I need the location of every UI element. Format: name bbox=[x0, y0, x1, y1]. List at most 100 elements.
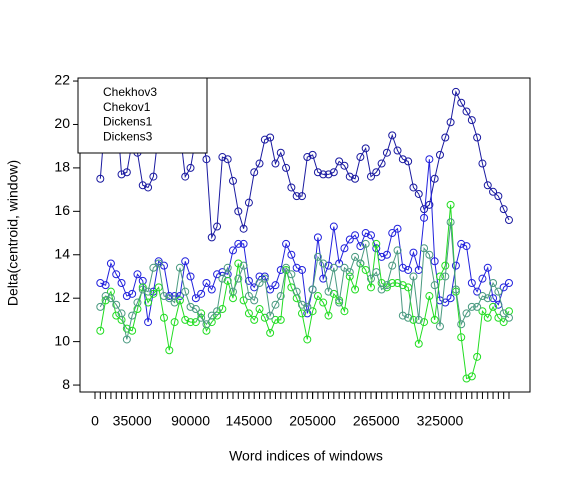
point bbox=[382, 281, 391, 290]
point bbox=[112, 270, 121, 279]
point bbox=[404, 313, 413, 322]
point bbox=[159, 292, 168, 301]
point bbox=[128, 289, 137, 298]
point bbox=[191, 294, 200, 303]
point bbox=[478, 159, 487, 168]
point bbox=[287, 270, 296, 279]
point bbox=[356, 242, 365, 251]
point bbox=[504, 216, 513, 225]
point bbox=[181, 287, 190, 296]
point bbox=[489, 294, 498, 303]
point bbox=[149, 172, 158, 181]
point bbox=[149, 287, 158, 296]
point bbox=[234, 239, 243, 248]
x-axis-label: Word indices of windows bbox=[229, 448, 383, 464]
point bbox=[441, 272, 450, 281]
point bbox=[313, 292, 322, 301]
legend-label: Chekov1 bbox=[103, 100, 151, 114]
point bbox=[351, 231, 360, 240]
point bbox=[223, 263, 232, 272]
point bbox=[149, 263, 158, 272]
point bbox=[223, 276, 232, 285]
point bbox=[266, 328, 275, 337]
point bbox=[366, 274, 375, 283]
point bbox=[489, 302, 498, 311]
point bbox=[467, 302, 476, 311]
point bbox=[478, 307, 487, 316]
point bbox=[186, 318, 195, 327]
point bbox=[186, 302, 195, 311]
point bbox=[228, 246, 237, 255]
point bbox=[499, 283, 508, 292]
point bbox=[260, 135, 269, 144]
point bbox=[435, 322, 444, 331]
point bbox=[467, 116, 476, 125]
point bbox=[244, 292, 253, 301]
point bbox=[409, 272, 418, 281]
point bbox=[271, 315, 280, 324]
point bbox=[377, 159, 386, 168]
point bbox=[292, 263, 301, 272]
point bbox=[409, 315, 418, 324]
series-line bbox=[99, 222, 510, 340]
point bbox=[462, 374, 471, 383]
point bbox=[457, 333, 466, 342]
point bbox=[154, 259, 163, 268]
point bbox=[255, 159, 264, 168]
point bbox=[420, 213, 429, 222]
y-tick-label: 18 bbox=[54, 159, 70, 175]
point bbox=[181, 172, 190, 181]
point bbox=[292, 287, 301, 296]
point bbox=[260, 274, 269, 283]
series-line bbox=[99, 204, 510, 380]
point bbox=[207, 311, 216, 320]
point bbox=[239, 239, 248, 248]
point bbox=[372, 168, 381, 177]
point bbox=[213, 307, 222, 316]
point bbox=[420, 318, 429, 327]
point bbox=[313, 252, 322, 261]
point bbox=[271, 159, 280, 168]
point bbox=[228, 176, 237, 185]
point bbox=[297, 192, 306, 201]
point bbox=[441, 261, 450, 270]
point bbox=[271, 300, 280, 309]
point bbox=[393, 146, 402, 155]
point bbox=[122, 335, 131, 344]
point bbox=[446, 218, 455, 227]
point bbox=[467, 278, 476, 287]
point bbox=[234, 259, 243, 268]
point bbox=[122, 168, 131, 177]
x-tick-label: 0 bbox=[91, 413, 99, 429]
point bbox=[345, 268, 354, 277]
point bbox=[117, 309, 126, 318]
point bbox=[366, 172, 375, 181]
point bbox=[106, 259, 115, 268]
point bbox=[489, 278, 498, 287]
point bbox=[473, 287, 482, 296]
point bbox=[473, 302, 482, 311]
point bbox=[457, 98, 466, 107]
point bbox=[404, 265, 413, 274]
point bbox=[430, 174, 439, 183]
series-line bbox=[100, 159, 510, 323]
point bbox=[324, 287, 333, 296]
point bbox=[430, 281, 439, 290]
point bbox=[255, 305, 264, 314]
point bbox=[388, 131, 397, 140]
point bbox=[96, 326, 105, 335]
point bbox=[239, 224, 248, 233]
x-tick-label: 205000 bbox=[289, 413, 336, 429]
point bbox=[446, 294, 455, 303]
point bbox=[186, 272, 195, 281]
point bbox=[499, 205, 508, 214]
point bbox=[165, 346, 174, 355]
point bbox=[425, 155, 434, 164]
point bbox=[441, 133, 450, 142]
point bbox=[244, 309, 253, 318]
point bbox=[451, 261, 460, 270]
point bbox=[351, 285, 360, 294]
point bbox=[377, 285, 386, 294]
point bbox=[144, 318, 153, 327]
